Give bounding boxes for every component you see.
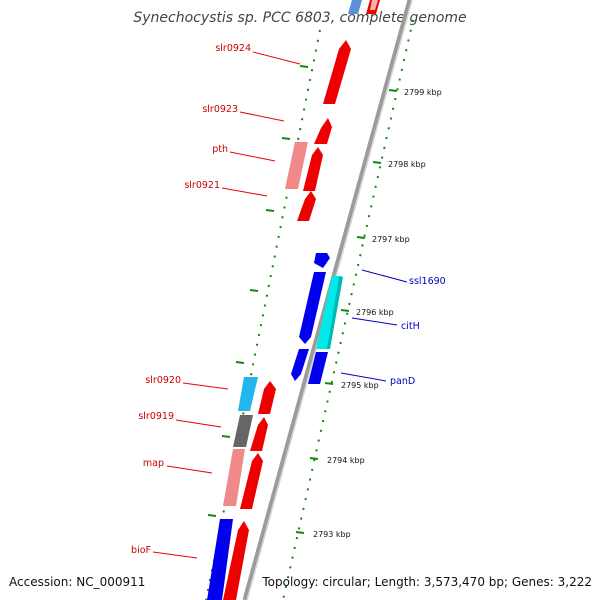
right-gene-labels: ssl1690 citH panD <box>340 269 446 387</box>
tick-label: 2798 kbp <box>388 160 426 169</box>
gene-block-pth-partner[interactable] <box>285 142 308 189</box>
gene-arrow-map[interactable] <box>240 453 263 509</box>
gene-label-slr0924[interactable]: slr0924 <box>215 43 251 54</box>
gene-block[interactable] <box>348 0 362 14</box>
leader-line <box>361 269 408 283</box>
leader-line <box>221 187 268 197</box>
outer-tick <box>295 531 305 534</box>
gene-arrow-slr0924[interactable] <box>323 40 351 104</box>
left-gene-labels: slr0924 slr0923 pth slr0921 slr0920 slr0… <box>131 43 301 559</box>
gene-arrow-reverse-large[interactable] <box>299 272 326 344</box>
outer-tick <box>324 382 334 385</box>
leader-line <box>239 111 285 122</box>
tick-label: 2797 kbp <box>372 235 410 244</box>
inner-tick <box>235 361 245 364</box>
gene-block-slr0919-partner[interactable] <box>233 415 253 447</box>
gene-label-slr0921[interactable]: slr0921 <box>184 180 220 191</box>
gene-label-slr0919[interactable]: slr0919 <box>138 411 174 422</box>
gene-features <box>207 0 380 600</box>
outer-tick <box>340 309 350 312</box>
outer-tick <box>356 236 366 239</box>
gene-label-pth[interactable]: pth <box>212 144 228 155</box>
inner-tick <box>299 65 309 68</box>
inner-scale-track <box>205 29 321 600</box>
tick-label: 2799 kbp <box>404 88 442 97</box>
inner-tick <box>221 435 231 438</box>
outer-major-ticks <box>295 89 398 534</box>
accession-text: Accession: NC_000911 <box>9 575 145 589</box>
outer-tick <box>309 457 319 460</box>
gene-arrow-ssl1690[interactable] <box>314 253 330 268</box>
tick-label: 2794 kbp <box>327 456 365 465</box>
gene-arrow-panD[interactable] <box>308 352 328 384</box>
gene-arrow-panD-left[interactable] <box>291 349 309 381</box>
gene-arrow-bioF[interactable] <box>223 521 249 600</box>
gene-label-citH[interactable]: citH <box>401 321 420 332</box>
gene-block-citH-shade[interactable] <box>327 277 343 349</box>
gene-label-ssl1690[interactable]: ssl1690 <box>409 276 446 287</box>
gene-label-slr0923[interactable]: slr0923 <box>202 104 238 115</box>
gene-arrow-pth[interactable] <box>303 147 323 191</box>
gene-arrow-slr0919[interactable] <box>250 417 268 451</box>
outer-tick <box>388 89 398 92</box>
leader-line <box>182 382 229 390</box>
gene-label-bioF[interactable]: bioF <box>131 545 151 556</box>
gene-block[interactable] <box>370 0 378 10</box>
gene-block-bioF-partner[interactable] <box>207 519 233 600</box>
leader-line <box>229 151 276 162</box>
map-title: Synechocystis sp. PCC 6803, complete gen… <box>133 10 466 26</box>
tick-label: 2796 kbp <box>356 308 394 317</box>
gene-block-map-partner[interactable] <box>223 449 245 506</box>
inner-dotted-track <box>205 29 321 600</box>
leader-line <box>152 551 198 559</box>
leader-line <box>166 465 213 474</box>
inner-tick <box>249 289 259 292</box>
inner-tick <box>281 137 291 140</box>
gene-block-citH[interactable] <box>316 276 342 349</box>
inner-tick <box>207 514 217 517</box>
gene-label-panD[interactable]: panD <box>390 376 415 387</box>
genome-summary-text: Topology: circular; Length: 3,573,470 bp… <box>261 575 592 589</box>
leader-line <box>340 372 387 382</box>
leader-line <box>175 419 222 428</box>
tick-label: 2793 kbp <box>313 530 351 539</box>
gene-arrow-slr0921[interactable] <box>297 191 316 221</box>
scale-tick-labels: 2799 kbp 2798 kbp 2797 kbp 2796 kbp 2795… <box>313 88 442 539</box>
outer-tick <box>372 161 382 164</box>
leader-line <box>351 317 398 326</box>
leader-line <box>252 51 301 65</box>
inner-major-ticks <box>207 65 309 517</box>
gene-arrow-slr0923[interactable] <box>314 118 332 144</box>
gene-block-slr0920-partner[interactable] <box>238 377 258 411</box>
gene-label-map[interactable]: map <box>143 458 164 469</box>
gene-arrow-slr0920[interactable] <box>258 381 276 414</box>
tick-label: 2795 kbp <box>341 381 379 390</box>
inner-tick <box>265 209 275 212</box>
gene-label-slr0920[interactable]: slr0920 <box>145 375 181 386</box>
